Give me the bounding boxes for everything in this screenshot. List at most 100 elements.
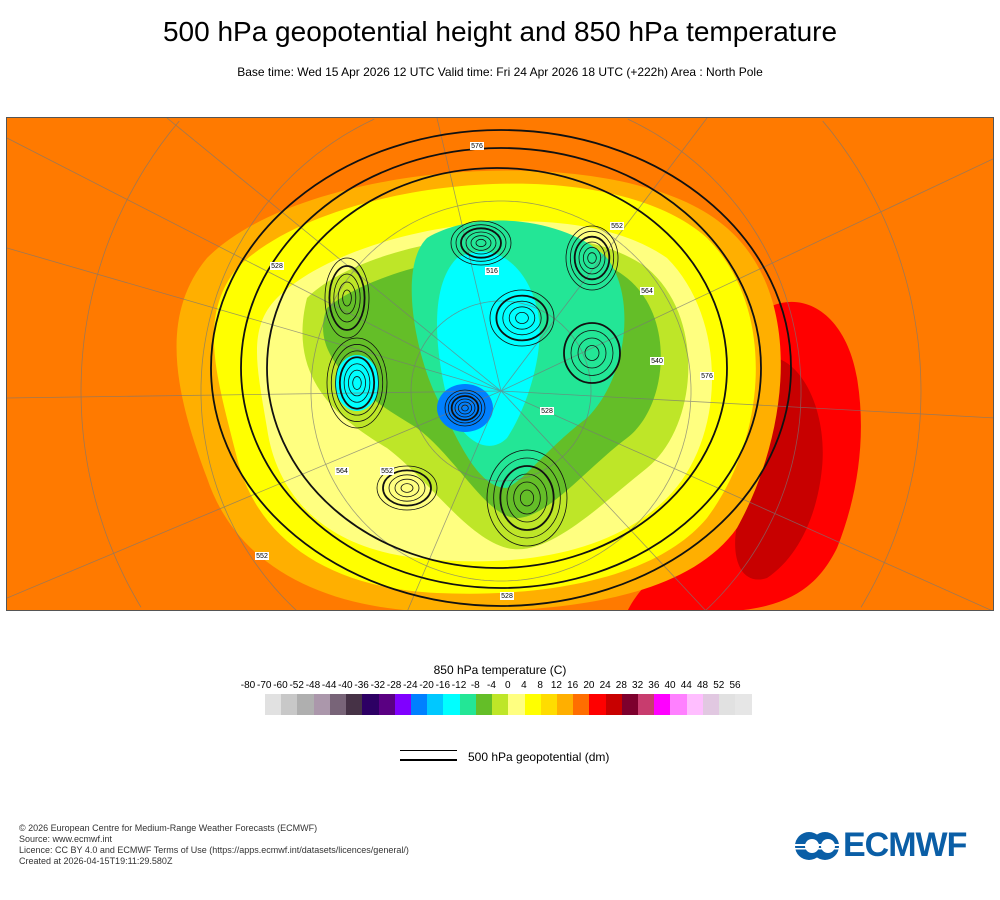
contour-line (266, 167, 728, 569)
meridian-line (166, 118, 502, 392)
meridian-line (7, 247, 502, 392)
colorbar-tick-label: -24 (403, 680, 418, 691)
contour-line (563, 322, 621, 384)
colorbar-swatch (410, 694, 428, 715)
contour-label-background (255, 552, 269, 560)
contour-label-background (540, 407, 554, 415)
colorbar-tick-label: -36 (354, 680, 369, 691)
colorbar-swatch (719, 694, 736, 715)
contour-label-background (640, 287, 654, 295)
contour-line (328, 265, 366, 331)
meridian-line (7, 137, 502, 392)
contour-line (582, 246, 602, 270)
contour-line (326, 337, 388, 429)
meridian-line (407, 390, 502, 610)
contour-label: 576 (701, 373, 713, 380)
contour-line (400, 483, 414, 493)
contour-label: 564 (336, 468, 348, 475)
meridian-line (500, 118, 708, 392)
contour-line (444, 389, 486, 427)
contour-line (352, 376, 362, 390)
colorbar-tick-label: -48 (305, 680, 321, 691)
contour-line (333, 273, 361, 323)
blue-cold-core (437, 384, 493, 432)
created-line: Created at 2026-04-15T19:11:29.580Z (19, 856, 173, 866)
colorbar-tick-label: 40 (664, 680, 676, 691)
colorbar-tick-label: 28 (615, 680, 627, 691)
contour-line (455, 224, 507, 262)
colorbar-swatch (443, 694, 460, 715)
contour-line (335, 350, 379, 416)
contour-line (486, 449, 568, 547)
colorbar-tick-label: -8 (470, 680, 480, 691)
ecmwf-logo-text: ECMWF (843, 826, 967, 864)
contour-line (337, 281, 357, 315)
colorbar-tick-label: -60 (273, 680, 288, 691)
contour-label: 552 (611, 223, 623, 230)
colorbar-swatch (524, 694, 541, 715)
contour-label-background (500, 592, 514, 600)
contour-label: 528 (271, 263, 283, 270)
contour-line (457, 401, 473, 415)
colorbar-swatch (281, 694, 298, 715)
colorbar-swatch (346, 694, 363, 715)
contour-label-background (380, 467, 394, 475)
colorbar-swatch (508, 694, 525, 715)
contour-line (565, 225, 619, 291)
colorbar-swatch (265, 694, 282, 715)
contour-label: 576 (471, 143, 483, 150)
colorbar-swatch (492, 694, 509, 715)
colorbar-tick-label: -28 (386, 680, 402, 691)
contour-line (506, 473, 548, 523)
latitude-circle (410, 300, 592, 482)
contour-legend-label: 500 hPa geopotential (dm) (468, 750, 610, 764)
contour-line (324, 257, 370, 339)
contour-label: 528 (541, 408, 553, 415)
contour-line (388, 474, 426, 502)
contour-label: 552 (256, 553, 268, 560)
colorbar-swatch (686, 694, 703, 715)
contour-line (584, 345, 600, 361)
colorbar-swatch (589, 694, 606, 715)
contour-line (570, 330, 614, 376)
contour-line (240, 147, 762, 589)
footer-credits: © 2026 European Centre for Medium-Range … (19, 823, 409, 867)
geopotential-contours (210, 129, 792, 607)
chart-subtitle: Base time: Wed 15 Apr 2026 12 UTC Valid … (237, 65, 763, 79)
contour-label: 540 (651, 358, 663, 365)
contour-line (489, 289, 555, 347)
contour-line (447, 392, 483, 424)
colorbar-tick-label: 8 (537, 680, 543, 691)
colorbar-tick-label: -16 (435, 680, 451, 691)
meridian-line (7, 390, 502, 399)
contour-label-background (470, 142, 484, 150)
contour-line (475, 238, 487, 248)
contour-line (502, 300, 542, 336)
contour-label-background (335, 467, 349, 475)
colorbar-title: 850 hPa temperature (C) (433, 663, 567, 677)
contour-line (210, 129, 792, 607)
colorbar-tick-label: 52 (713, 680, 725, 691)
meridian-line (500, 390, 992, 610)
colorbar-tick-label: 48 (696, 680, 709, 691)
contour-label-background (485, 267, 499, 275)
contour-label-background (650, 357, 664, 365)
colorbar-tick-label: -80 (240, 680, 256, 691)
licence-line: Licence: CC BY 4.0 and ECMWF Terms of Us… (19, 845, 409, 855)
contour-label-background (270, 262, 284, 270)
contour-line (515, 311, 529, 324)
contour-line (569, 230, 615, 286)
contour-line (519, 489, 535, 507)
meridian-line (500, 390, 706, 610)
contour-legend-symbol (400, 750, 457, 762)
contour-line (470, 235, 492, 251)
colorbar-tick-label: 32 (632, 680, 644, 691)
ecmwf-logo: ECMWF (795, 826, 967, 865)
contour-line (454, 398, 476, 418)
colorbar-tick-label: -40 (338, 680, 353, 691)
colorbar-swatch (670, 694, 687, 715)
colorbar-swatch (702, 694, 720, 715)
contour-line (348, 369, 366, 397)
contour-line (394, 478, 420, 498)
contour-label: 552 (381, 468, 393, 475)
